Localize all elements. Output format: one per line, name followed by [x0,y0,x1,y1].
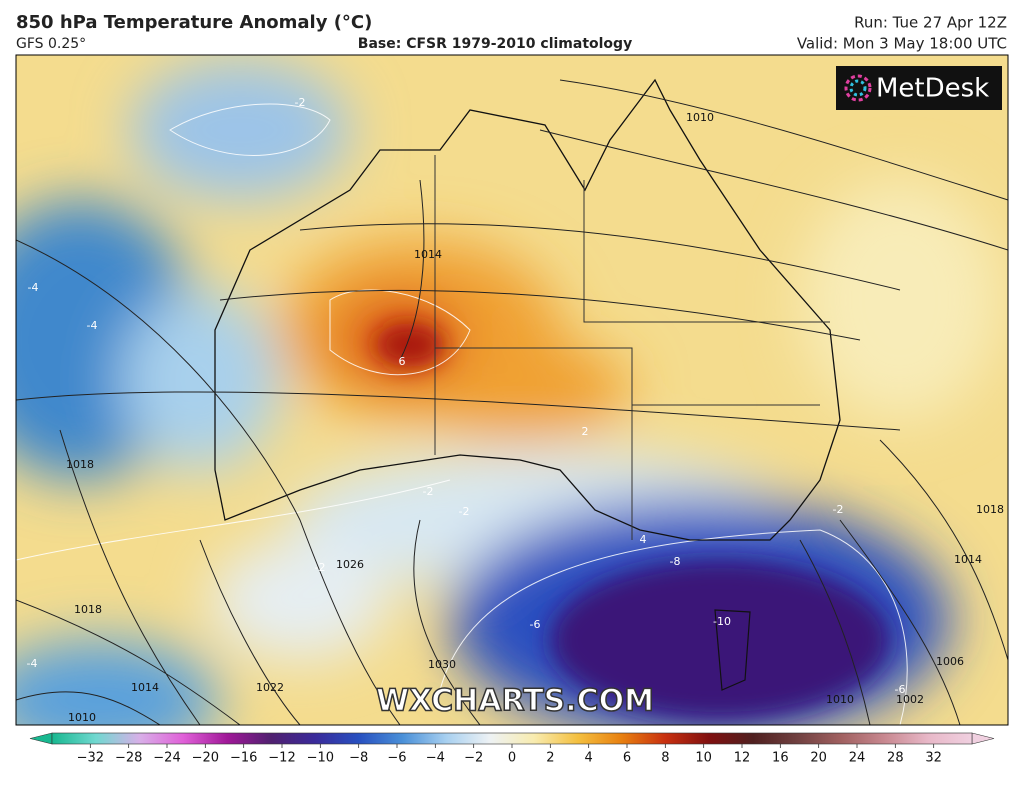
tasmania-coast [714,609,751,691]
anomaly-label: -6 [530,618,541,631]
colorbar-tick-label: −24 [153,751,180,766]
colorbar-tick-label: 4 [585,751,593,766]
colorbar-tick-label: 6 [623,751,631,766]
colorbar-tick-label: −20 [192,751,219,766]
coastline [214,78,841,541]
colorbar-tick-label: −16 [230,751,257,766]
isobar-label: 1014 [414,248,442,261]
anomaly-label: 4 [640,533,647,546]
logo-text: MetDesk [876,74,989,104]
valid-time: Valid: Mon 3 May 18:00 UTC [797,35,1007,53]
colorbar-tick-label: −2 [464,751,483,766]
colorbar-tick-label: −12 [268,751,295,766]
colorbar-tick-label: −32 [77,751,104,766]
colorbar-tick-label: 20 [810,751,827,766]
isobar-label: 1014 [131,681,159,694]
logo-mark [844,74,872,102]
anomaly-label: 6 [399,355,406,368]
colorbar-tick-label: −28 [115,751,142,766]
anomaly-label: -2 [315,561,326,574]
anomaly-label: -4 [27,657,38,670]
title: 850 hPa Temperature Anomaly (°C) [16,12,372,33]
isobar-label: 1010 [826,693,854,706]
colorbar-tick-label: −8 [349,751,368,766]
colorbar-tick-label: −4 [426,751,445,766]
anomaly-label: -2 [459,505,470,518]
anomaly-label: -2 [423,485,434,498]
anomaly-label: -8 [670,555,681,568]
colorbar-tick-label: −10 [307,751,334,766]
colorbar-tick-label: 32 [925,751,942,766]
colorbar-tick-label: 28 [887,751,904,766]
run-time: Run: Tue 27 Apr 12Z [854,14,1007,32]
isobar-1014 [399,179,425,361]
colorbar: −32 −28 −24 −20 −16 −12 −10 −8 −6 −4 −2 0 2 4 6 8 10 12 16… [29,732,995,766]
colorbar-tick-label: 12 [734,751,751,766]
anomaly-contours [16,103,908,725]
colorbar-tick-label: 0 [508,751,516,766]
anomaly-label: -10 [713,615,731,628]
isobar-label: 1022 [256,681,284,694]
isobar-label: 1006 [936,655,964,668]
map: 1010 1014 1018 1026 1018 1014 1022 1030 1010 1006… [16,55,1008,725]
anomaly-label: -4 [28,281,39,294]
anomaly-label: -6 [895,683,906,696]
watermark: WXCHARTS.COM [376,684,654,719]
colorbar-tick-label: 24 [849,751,866,766]
isobar-label: 1014 [954,553,982,566]
isobar-label: 1010 [68,711,96,724]
isobar-label: 1026 [336,558,364,571]
isobars [16,79,1008,725]
colorbar-tick-label: 2 [546,751,554,766]
anomaly-label: -2 [295,96,306,109]
isobar-label: 1018 [976,503,1004,516]
isobar-label: 1018 [74,603,102,616]
anomaly-label: 2 [582,425,589,438]
colorbar-tick-label: 8 [661,751,669,766]
anomaly-label: -4 [87,319,98,332]
isobar-label: 1018 [66,458,94,471]
anomaly-core [375,323,890,720]
map-labels: 1010 1014 1018 1026 1018 1014 1022 1030 1010 1006… [27,96,1004,724]
state-borders [434,155,830,540]
anomaly-label: -2 [833,503,844,516]
map-frame [15,54,1009,726]
colorbar-tick-label: 16 [772,751,789,766]
model: GFS 0.25° [16,36,86,52]
isobar-label: 1010 [686,111,714,124]
colorbar-tick-label: 10 [695,751,712,766]
colorbar-tick-label: −6 [387,751,406,766]
isobar-label: 1030 [428,658,456,671]
colorbar-bar [51,732,973,745]
isobar-label: 1002 [896,693,924,706]
base-climatology: Base: CFSR 1979-2010 climatology [358,36,632,52]
